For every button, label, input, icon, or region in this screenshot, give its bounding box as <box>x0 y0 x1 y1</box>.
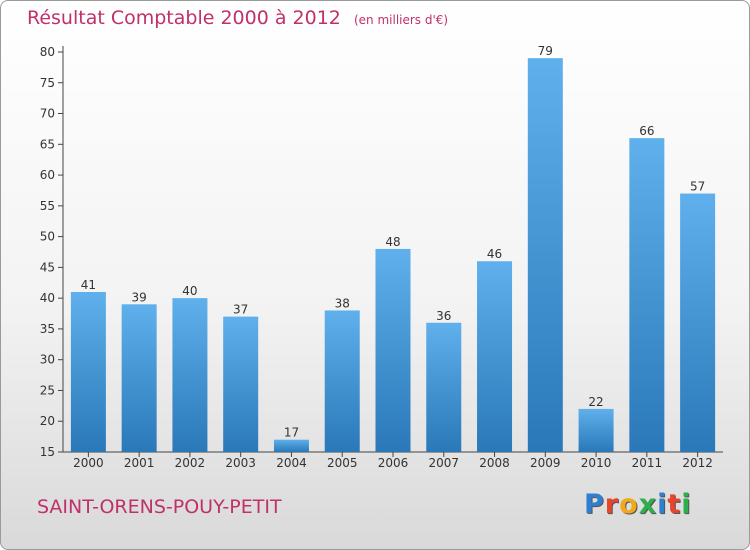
y-tick-label: 60 <box>40 168 55 182</box>
x-tick-label: 2001 <box>124 456 155 470</box>
logo-letter: x <box>638 489 658 520</box>
bar <box>70 292 106 452</box>
x-tick-label: 2005 <box>327 456 358 470</box>
x-tick-label: 2011 <box>632 456 663 470</box>
data-label: 46 <box>487 247 502 261</box>
data-label: 48 <box>385 235 400 249</box>
y-tick-label: 45 <box>40 260 55 274</box>
bar <box>629 138 665 452</box>
logo-letter: o <box>619 489 639 520</box>
data-label: 40 <box>182 284 197 298</box>
y-tick-label: 65 <box>40 137 55 151</box>
proxiti-logo: Proxiti <box>584 489 692 520</box>
y-tick-label: 80 <box>40 45 55 59</box>
bars <box>70 58 716 453</box>
data-label: 37 <box>233 303 248 317</box>
y-tick-label: 35 <box>40 322 55 336</box>
x-tick-label: 2002 <box>175 456 206 470</box>
y-tick-label: 15 <box>40 445 55 459</box>
x-tick-label: 2004 <box>276 456 307 470</box>
data-label: 38 <box>335 296 350 310</box>
logo-letter: t <box>667 489 682 520</box>
y-tick-label: 50 <box>40 230 55 244</box>
x-tick-label: 2007 <box>428 456 459 470</box>
chart-unit: (en milliers d'€) <box>353 13 449 27</box>
x-tick-label: 2008 <box>479 456 510 470</box>
logo-letter: i <box>657 489 668 520</box>
bar <box>578 408 614 452</box>
y-tick-label: 75 <box>40 76 55 90</box>
logo-letter: r <box>604 489 620 520</box>
data-label: 79 <box>538 44 553 58</box>
bar <box>121 304 157 452</box>
city-name: SAINT-ORENS-POUY-PETIT <box>37 496 282 518</box>
data-label: 22 <box>588 395 603 409</box>
data-label: 17 <box>284 426 299 440</box>
y-tick-label: 55 <box>40 199 55 213</box>
bar <box>426 322 462 452</box>
data-label: 41 <box>81 278 96 292</box>
y-tick-label: 25 <box>40 383 55 397</box>
bar <box>172 298 208 452</box>
data-label: 39 <box>132 290 147 304</box>
x-tick-label: 2000 <box>73 456 104 470</box>
bar <box>223 316 259 452</box>
bar <box>273 439 309 452</box>
x-tick-label: 2006 <box>378 456 409 470</box>
y-tick-label: 20 <box>40 414 55 428</box>
bar <box>680 193 716 453</box>
bar <box>324 310 360 452</box>
x-tick-label: 2009 <box>530 456 561 470</box>
x-tick-label: 2012 <box>682 456 713 470</box>
bar <box>527 58 563 453</box>
y-tick-label: 30 <box>40 353 55 367</box>
logo-letter: i <box>681 489 692 520</box>
y-tick-label: 70 <box>40 107 55 121</box>
logo-letter: P <box>584 489 605 520</box>
title-row: Résultat Comptable 2000 à 2012 (en milli… <box>27 7 448 29</box>
x-tick-label: 2003 <box>225 456 256 470</box>
labels: 41 2000 39 2001 40 2002 37 2003 17 2004 38 2005 48 20… <box>73 44 713 470</box>
bar <box>477 261 513 452</box>
bar <box>375 248 411 452</box>
y-tick-label: 40 <box>40 291 55 305</box>
chart-title: Résultat Comptable 2000 à 2012 <box>27 7 341 29</box>
data-label: 57 <box>690 180 705 194</box>
data-label: 36 <box>436 309 451 323</box>
data-label: 66 <box>639 124 654 138</box>
x-tick-label: 2010 <box>581 456 612 470</box>
